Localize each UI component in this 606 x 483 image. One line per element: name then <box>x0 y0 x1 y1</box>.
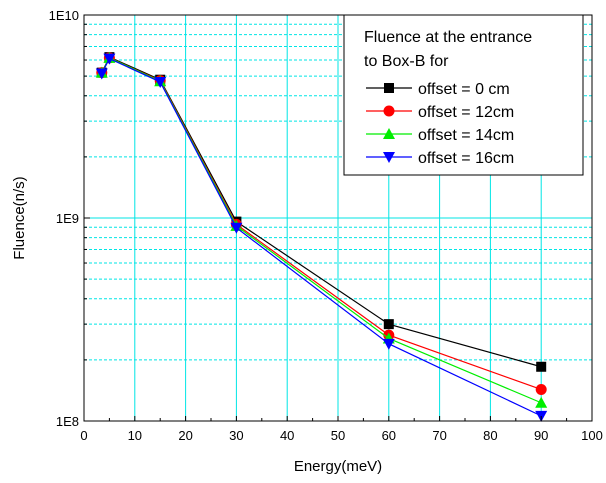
x-tick-label: 50 <box>331 428 345 443</box>
legend: Fluence at the entrance to Box-B for off… <box>343 14 584 176</box>
data-point-triangle-down <box>103 53 116 65</box>
x-tick-label: 60 <box>382 428 396 443</box>
x-axis-title: Energy(meV) <box>294 458 382 475</box>
legend-entries: offset = 0 cm offset = 12cm offset = 14cm o… <box>366 81 514 167</box>
data-point-triangle-down <box>382 338 395 350</box>
legend-label: offset = 0 cm <box>418 81 510 98</box>
data-point-triangle-down <box>154 76 167 88</box>
y-axis-title: Fluence(n/s) <box>11 176 28 259</box>
y-tick-label: 1E8 <box>56 414 79 429</box>
data-point-circle <box>535 383 547 395</box>
x-axis-ticks: 0 10 20 30 40 50 60 70 80 90 100 <box>80 416 603 443</box>
data-point-square <box>384 83 394 93</box>
series-layer <box>95 51 548 422</box>
data-point-triangle-up <box>535 396 548 408</box>
data-point-triangle-down <box>95 68 108 80</box>
x-tick-label: 70 <box>432 428 446 443</box>
x-tick-label: 10 <box>128 428 142 443</box>
legend-label: offset = 14cm <box>418 127 514 144</box>
legend-box <box>343 14 584 176</box>
legend-title-line-2: to Box-B for <box>364 53 449 70</box>
x-tick-label: 100 <box>581 428 603 443</box>
y-tick-label: 1E9 <box>56 211 79 226</box>
y-axis-ticks: 1E8 1E9 1E10 <box>49 8 90 429</box>
data-point-triangle-down <box>230 222 243 234</box>
data-point-square <box>536 361 547 372</box>
legend-label: offset = 12cm <box>418 104 514 121</box>
x-tick-label: 30 <box>229 428 243 443</box>
x-tick-label: 0 <box>80 428 87 443</box>
data-point-triangle-down <box>383 152 395 163</box>
y-tick-label: 1E10 <box>49 8 79 23</box>
minor-ticks <box>84 23 568 421</box>
data-point-triangle-up <box>383 128 395 139</box>
series-3 <box>95 53 548 422</box>
data-point-square <box>383 319 394 330</box>
legend-title-line-1: Fluence at the entrance <box>364 29 532 46</box>
x-tick-label: 90 <box>534 428 548 443</box>
x-tick-label: 20 <box>178 428 192 443</box>
x-tick-label: 40 <box>280 428 294 443</box>
data-point-circle <box>383 105 395 117</box>
x-tick-label: 80 <box>483 428 497 443</box>
legend-label: offset = 16cm <box>418 150 514 167</box>
